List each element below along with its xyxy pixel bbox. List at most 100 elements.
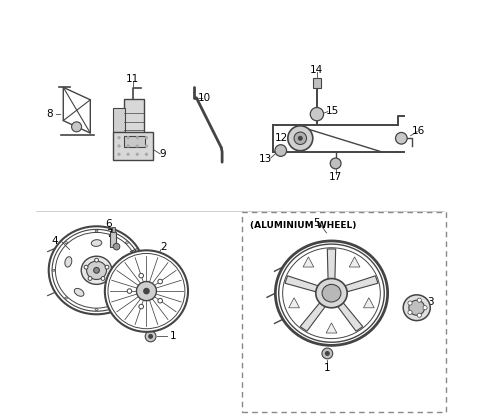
Ellipse shape bbox=[109, 288, 119, 297]
Circle shape bbox=[396, 132, 407, 144]
Circle shape bbox=[84, 265, 88, 269]
Circle shape bbox=[127, 289, 132, 294]
Circle shape bbox=[408, 301, 412, 305]
Ellipse shape bbox=[95, 309, 98, 310]
Text: (ALUMINIUM WHEEL): (ALUMINIUM WHEEL) bbox=[251, 221, 357, 230]
Circle shape bbox=[322, 348, 333, 359]
Circle shape bbox=[139, 273, 144, 278]
Ellipse shape bbox=[322, 284, 341, 302]
Ellipse shape bbox=[105, 250, 188, 332]
Bar bbox=[242, 212, 446, 412]
Circle shape bbox=[136, 136, 139, 139]
Ellipse shape bbox=[91, 240, 102, 247]
Circle shape bbox=[88, 276, 92, 281]
Polygon shape bbox=[349, 257, 360, 267]
Circle shape bbox=[126, 144, 130, 147]
Circle shape bbox=[101, 276, 105, 281]
Circle shape bbox=[94, 268, 99, 273]
Text: 12: 12 bbox=[275, 133, 288, 143]
Circle shape bbox=[310, 108, 324, 121]
Text: 8: 8 bbox=[46, 109, 53, 119]
Circle shape bbox=[136, 144, 139, 147]
Circle shape bbox=[105, 265, 109, 269]
Bar bbox=[123, 136, 145, 147]
Text: 15: 15 bbox=[326, 106, 339, 116]
Polygon shape bbox=[300, 303, 325, 331]
Circle shape bbox=[139, 304, 144, 309]
Circle shape bbox=[145, 152, 148, 156]
Circle shape bbox=[145, 144, 148, 147]
Polygon shape bbox=[303, 257, 314, 267]
Ellipse shape bbox=[52, 269, 55, 271]
Circle shape bbox=[408, 310, 412, 315]
Circle shape bbox=[136, 152, 139, 156]
Circle shape bbox=[126, 136, 130, 139]
Circle shape bbox=[417, 313, 421, 318]
Ellipse shape bbox=[126, 297, 129, 299]
Bar bbox=[111, 228, 115, 231]
Polygon shape bbox=[326, 323, 337, 333]
Circle shape bbox=[148, 334, 153, 339]
Polygon shape bbox=[363, 298, 374, 308]
Text: 17: 17 bbox=[329, 172, 342, 182]
Circle shape bbox=[158, 298, 162, 303]
Circle shape bbox=[423, 306, 427, 310]
Text: 9: 9 bbox=[160, 149, 167, 159]
Ellipse shape bbox=[403, 295, 430, 320]
Ellipse shape bbox=[126, 241, 129, 244]
Ellipse shape bbox=[65, 297, 68, 299]
Ellipse shape bbox=[65, 241, 68, 244]
Ellipse shape bbox=[65, 257, 72, 267]
Circle shape bbox=[117, 152, 120, 156]
Ellipse shape bbox=[74, 289, 84, 296]
Text: 16: 16 bbox=[412, 126, 425, 136]
Circle shape bbox=[417, 298, 421, 302]
Circle shape bbox=[113, 243, 120, 250]
Text: 5: 5 bbox=[313, 218, 320, 228]
Text: 13: 13 bbox=[258, 154, 272, 164]
Text: 7: 7 bbox=[106, 229, 112, 239]
Circle shape bbox=[72, 122, 82, 132]
Circle shape bbox=[294, 132, 307, 144]
Circle shape bbox=[325, 351, 330, 356]
Text: 4: 4 bbox=[52, 236, 58, 246]
Circle shape bbox=[145, 136, 148, 139]
Polygon shape bbox=[289, 298, 300, 308]
Text: 1: 1 bbox=[324, 363, 331, 373]
Text: 2: 2 bbox=[160, 242, 167, 252]
Bar bbox=[113, 132, 153, 160]
Ellipse shape bbox=[95, 230, 98, 232]
Circle shape bbox=[126, 152, 130, 156]
Bar bbox=[123, 99, 144, 138]
Circle shape bbox=[298, 136, 303, 141]
Circle shape bbox=[158, 279, 162, 284]
Text: 1: 1 bbox=[170, 331, 177, 341]
Polygon shape bbox=[345, 276, 378, 292]
Bar bbox=[113, 108, 125, 132]
Text: 10: 10 bbox=[198, 93, 211, 103]
Text: 3: 3 bbox=[427, 297, 434, 307]
Text: 14: 14 bbox=[310, 65, 324, 75]
Circle shape bbox=[145, 331, 156, 342]
Ellipse shape bbox=[121, 257, 129, 267]
Polygon shape bbox=[338, 303, 363, 331]
Ellipse shape bbox=[316, 278, 347, 308]
Ellipse shape bbox=[138, 269, 141, 271]
Ellipse shape bbox=[81, 256, 112, 284]
Polygon shape bbox=[285, 276, 318, 292]
Circle shape bbox=[117, 144, 120, 147]
Ellipse shape bbox=[136, 281, 156, 301]
Bar bbox=[313, 78, 321, 88]
Circle shape bbox=[117, 136, 120, 139]
Ellipse shape bbox=[86, 261, 107, 279]
Circle shape bbox=[95, 258, 98, 262]
Circle shape bbox=[330, 158, 341, 169]
Ellipse shape bbox=[409, 300, 425, 315]
Bar bbox=[110, 231, 116, 247]
Circle shape bbox=[275, 145, 287, 156]
Circle shape bbox=[143, 288, 150, 294]
Polygon shape bbox=[327, 249, 336, 279]
Circle shape bbox=[288, 126, 313, 151]
Text: 6: 6 bbox=[106, 219, 112, 229]
Text: 11: 11 bbox=[126, 74, 140, 84]
